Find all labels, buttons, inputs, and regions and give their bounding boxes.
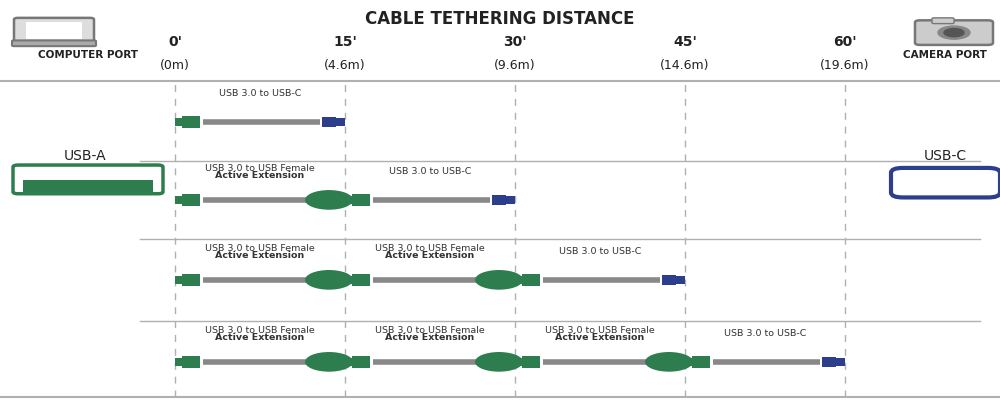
Bar [322, 117, 336, 128]
Bar [676, 276, 685, 284]
Text: Active Extension: Active Extension [385, 333, 475, 342]
Ellipse shape [475, 270, 523, 290]
Bar [175, 197, 182, 204]
Text: (9.6m): (9.6m) [494, 59, 536, 72]
Bar [506, 197, 515, 204]
Text: 45': 45' [673, 35, 697, 49]
Ellipse shape [475, 352, 523, 372]
Text: Active Extension: Active Extension [385, 251, 475, 260]
Bar [836, 358, 845, 366]
Text: Active Extension: Active Extension [215, 171, 305, 180]
Text: USB-A: USB-A [64, 148, 106, 162]
Bar [345, 276, 352, 284]
Text: (0m): (0m) [160, 59, 190, 72]
Bar [352, 274, 370, 286]
Bar [336, 119, 345, 126]
Bar [685, 358, 692, 366]
Text: (19.6m): (19.6m) [820, 59, 870, 72]
Text: (4.6m): (4.6m) [324, 59, 366, 72]
Bar [515, 276, 522, 284]
FancyBboxPatch shape [932, 19, 954, 25]
Bar [182, 117, 200, 128]
FancyBboxPatch shape [12, 41, 96, 47]
Text: CAMERA PORT: CAMERA PORT [903, 50, 987, 60]
Text: USB 3.0 to USB Female: USB 3.0 to USB Female [545, 325, 655, 334]
Text: USB 3.0 to USB Female: USB 3.0 to USB Female [205, 164, 315, 173]
Text: USB 3.0 to USB-C: USB 3.0 to USB-C [559, 247, 641, 256]
Text: 15': 15' [333, 35, 357, 49]
FancyBboxPatch shape [13, 166, 163, 194]
Text: (14.6m): (14.6m) [660, 59, 710, 72]
Text: USB 3.0 to USB-C: USB 3.0 to USB-C [219, 89, 301, 98]
FancyBboxPatch shape [891, 169, 1000, 198]
Circle shape [938, 27, 970, 40]
Ellipse shape [305, 191, 353, 210]
Bar [182, 195, 200, 206]
Bar [26, 23, 82, 40]
Text: 30': 30' [503, 35, 527, 49]
Text: COMPUTER PORT: COMPUTER PORT [38, 50, 138, 60]
Text: USB-C: USB-C [923, 148, 967, 162]
FancyBboxPatch shape [14, 19, 94, 45]
Bar [345, 358, 352, 366]
Text: Active Extension: Active Extension [555, 333, 645, 342]
Bar [662, 275, 676, 285]
Ellipse shape [305, 270, 353, 290]
Bar [522, 274, 540, 286]
Circle shape [944, 29, 964, 38]
Bar [182, 356, 200, 368]
Text: USB 3.0 to USB Female: USB 3.0 to USB Female [205, 243, 315, 252]
Bar [692, 356, 710, 368]
Bar [175, 358, 182, 366]
Text: USB 3.0 to USB-C: USB 3.0 to USB-C [389, 167, 471, 176]
Ellipse shape [305, 352, 353, 372]
Bar [182, 274, 200, 286]
Ellipse shape [645, 352, 693, 372]
Bar [352, 356, 370, 368]
Bar [492, 195, 506, 206]
Text: USB 3.0 to USB Female: USB 3.0 to USB Female [375, 325, 485, 334]
Bar [175, 119, 182, 126]
Text: Active Extension: Active Extension [215, 251, 305, 260]
Bar [522, 356, 540, 368]
Bar [23, 181, 153, 192]
FancyBboxPatch shape [915, 21, 993, 46]
Text: CABLE TETHERING DISTANCE: CABLE TETHERING DISTANCE [365, 10, 635, 28]
Text: 60': 60' [833, 35, 857, 49]
Bar [352, 195, 370, 206]
Text: USB 3.0 to USB Female: USB 3.0 to USB Female [375, 243, 485, 252]
Bar [515, 358, 522, 366]
Bar [345, 197, 352, 204]
Bar [822, 357, 836, 367]
Bar [175, 276, 182, 284]
Text: Active Extension: Active Extension [215, 333, 305, 342]
Text: 0': 0' [168, 35, 182, 49]
Text: USB 3.0 to USB Female: USB 3.0 to USB Female [205, 325, 315, 334]
Text: USB 3.0 to USB-C: USB 3.0 to USB-C [724, 328, 806, 337]
